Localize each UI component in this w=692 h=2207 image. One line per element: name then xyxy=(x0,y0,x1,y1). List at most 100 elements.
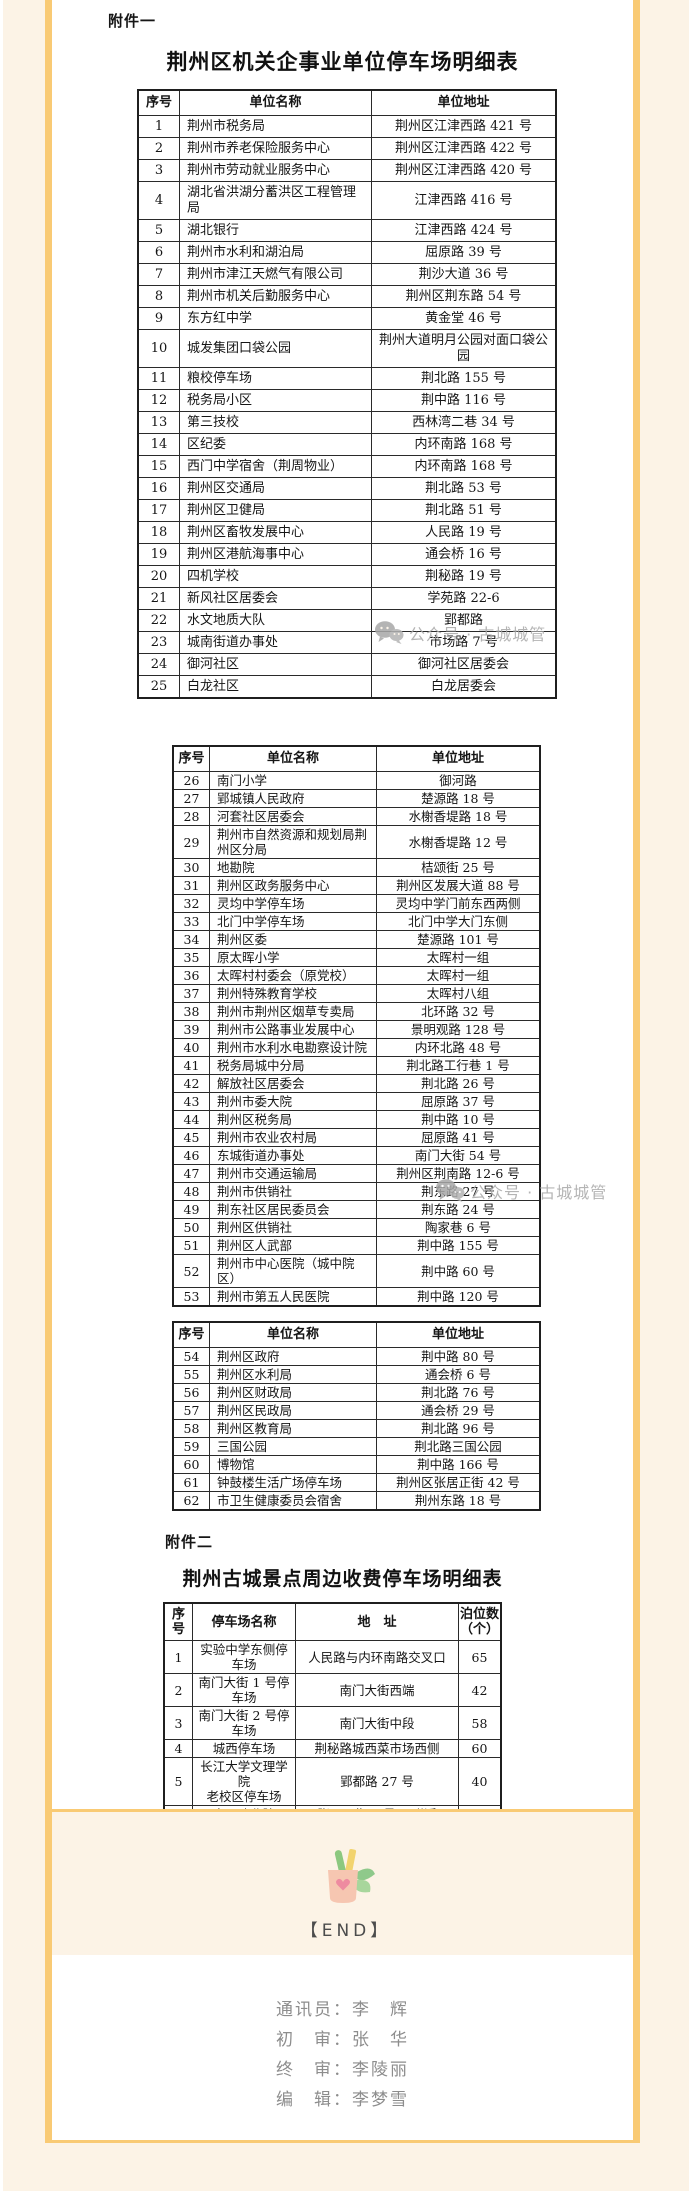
column-header: 单位名称 xyxy=(209,745,377,772)
table-cell: 钟鼓楼生活广场停车场 xyxy=(209,1473,377,1492)
table-row: 27 郢城镇人民政府 楚源路 18 号 xyxy=(172,789,541,808)
table-cell: 44 xyxy=(172,1110,210,1129)
table-cell: 原太晖小学 xyxy=(209,948,377,967)
table-cell: 河套社区居委会 xyxy=(209,807,377,826)
table-cell: 实验中学东侧停车场 xyxy=(192,1640,296,1674)
table-cell: 荆州区政务服务中心 xyxy=(209,876,377,895)
table-cell: 水文地质大队 xyxy=(179,609,372,632)
table-cell: 桔颂街 25 号 xyxy=(376,858,541,877)
table-cell: 荆北路三国公园 xyxy=(376,1437,541,1456)
table-row: 52 荆州市中心医院（城中院区） 荆中路 60 号 xyxy=(172,1254,541,1288)
table-cell: 荆州区水利局 xyxy=(209,1365,377,1384)
table-row: 15 西门中学宿舍（荆周物业） 内环南路 168 号 xyxy=(137,455,557,478)
table-cell: 7 xyxy=(137,263,180,286)
table-cell: 30 xyxy=(172,858,210,877)
table-cell: 61 xyxy=(172,1473,210,1492)
table-cell: 北环路 32 号 xyxy=(376,1002,541,1021)
table-row: 1 荆州市税务局 荆州区江津西路 421 号 xyxy=(137,115,557,138)
table-cell: 1 xyxy=(137,115,180,138)
table-cell: 荆北路 53 号 xyxy=(371,477,557,500)
table-row: 56 荆州区财政局 荆北路 76 号 xyxy=(172,1383,541,1402)
table-cell: 60 xyxy=(458,1739,502,1758)
table-row: 5 长江大学文理学院 老校区停车场 郢都路 27 号 40 xyxy=(163,1757,502,1806)
table-cell: 内环南路 168 号 xyxy=(371,455,557,478)
attachment1-label: 附件一 xyxy=(108,12,157,30)
table-cell: 荆中路 116 号 xyxy=(371,389,557,412)
table-row: 48 荆州市供销社 荆东路 27 号 xyxy=(172,1182,541,1201)
attachment2-title: 荆州古城景点周边收费停车场明细表 xyxy=(182,1568,503,1590)
table-cell: 灵均中学门前东西两侧 xyxy=(376,894,541,913)
table-cell: 41 xyxy=(172,1056,210,1075)
table-row: 26 南门小学 御河路 xyxy=(172,771,541,790)
table-cell: 42 xyxy=(172,1074,210,1093)
end-label: 【END】 xyxy=(300,1921,392,1941)
table-cell: 城发集团口袋公园 xyxy=(179,329,372,368)
table-cell: 52 xyxy=(172,1254,210,1288)
table-cell: 荆州东路 18 号 xyxy=(376,1491,541,1511)
table-cell: 3 xyxy=(163,1706,193,1740)
table-cell: 55 xyxy=(172,1365,210,1384)
table-cell: 荆北路 155 号 xyxy=(371,367,557,390)
table-cell: 荆州区财政局 xyxy=(209,1383,377,1402)
unit-parking-table-1: 序号 单位名称 单位地址 1 荆州市税务局 荆州区江津西路 421 号 2 荆州市养老保险服务… xyxy=(137,89,557,699)
table-row: 50 荆州区供销社 陶家巷 6 号 xyxy=(172,1218,541,1237)
table-cell: 湖北银行 xyxy=(179,219,372,242)
table-cell: 荆州市津江天燃气有限公司 xyxy=(179,263,372,286)
table-cell: 62 xyxy=(172,1491,210,1511)
table-cell: 荆州市交通运输局 xyxy=(209,1164,377,1183)
table-cell: 5 xyxy=(163,1757,193,1806)
table-cell: 4 xyxy=(163,1739,193,1758)
column-header: 单位地址 xyxy=(371,89,557,116)
table-row: 37 荆州特殊教育学校 太晖村八组 xyxy=(172,984,541,1003)
table-row: 55 荆州区水利局 通会桥 6 号 xyxy=(172,1365,541,1384)
table-cell: 50 xyxy=(172,1218,210,1237)
table-row: 5 湖北银行 江津西路 424 号 xyxy=(137,219,557,242)
table-cell: 黄金堂 46 号 xyxy=(371,307,557,330)
table-cell: 荆北路 76 号 xyxy=(376,1383,541,1402)
table-cell: 15 xyxy=(137,455,180,478)
table-cell: 四机学校 xyxy=(179,565,372,588)
table-cell: 荆州市农业农村局 xyxy=(209,1128,377,1147)
table-cell: 46 xyxy=(172,1146,210,1165)
table-cell: 14 xyxy=(137,433,180,456)
table-cell: 通会桥 16 号 xyxy=(371,543,557,566)
table-cell: 荆州市供销社 xyxy=(209,1182,377,1201)
header-row: 序号 单位名称 单位地址 xyxy=(137,89,557,116)
table-row: 18 荆州区畜牧发展中心 人民路 19 号 xyxy=(137,521,557,544)
table-cell: 博物馆 xyxy=(209,1455,377,1474)
table-cell: 荆州区交通局 xyxy=(179,477,372,500)
table-row: 30 地勘院 桔颂街 25 号 xyxy=(172,858,541,877)
attachment2-label: 附件二 xyxy=(165,1533,214,1551)
table-cell: 荆州区发展大道 88 号 xyxy=(376,876,541,895)
table-cell: 65 xyxy=(458,1640,502,1674)
table-row: 31 荆州区政务服务中心 荆州区发展大道 88 号 xyxy=(172,876,541,895)
table-cell: 北门中学停车场 xyxy=(209,912,377,931)
table-row: 45 荆州市农业农村局 屈原路 41 号 xyxy=(172,1128,541,1147)
header-row: 序号 单位名称 单位地址 xyxy=(172,1321,541,1348)
table-row: 57 荆州区民政局 通会桥 29 号 xyxy=(172,1401,541,1420)
table-cell: 太晖村一组 xyxy=(376,966,541,985)
table-row: 58 荆州区教育局 荆北路 96 号 xyxy=(172,1419,541,1438)
table-cell: 御河社区 xyxy=(179,653,372,676)
table-cell: 粮校停车场 xyxy=(179,367,372,390)
table-cell: 南门大街 2 号停车场 xyxy=(192,1706,296,1740)
table-row: 24 御河社区 御河社区居委会 xyxy=(137,653,557,676)
table-cell: 解放社区居委会 xyxy=(209,1074,377,1093)
table-cell: 荆州市劳动就业服务中心 xyxy=(179,159,372,182)
table-cell: 24 xyxy=(137,653,180,676)
table-cell: 三国公园 xyxy=(209,1437,377,1456)
column-header: 单位地址 xyxy=(376,745,541,772)
table-row: 42 解放社区居委会 荆北路 26 号 xyxy=(172,1074,541,1093)
column-header: 单位名称 xyxy=(179,89,372,116)
table-row: 59 三国公园 荆北路三国公园 xyxy=(172,1437,541,1456)
paid-parking-table: 序号 停车场名称地 址泊位数 （个） 1 实验中学东侧停车场 人民路与内环南路交叉口 65… xyxy=(163,1602,502,1809)
table-cell: 屈原路 39 号 xyxy=(371,241,557,264)
table-cell: 荆州市第五人民医院 xyxy=(209,1287,377,1307)
table-cell: 51 xyxy=(172,1236,210,1255)
table-cell: 58 xyxy=(172,1419,210,1438)
table-cell: 荆州区委 xyxy=(209,930,377,949)
credit-line-editor: 编 辑：李梦雪 xyxy=(276,2090,409,2110)
table-cell: 荆州市养老保险服务中心 xyxy=(179,137,372,160)
table-cell: 22 xyxy=(137,609,180,632)
